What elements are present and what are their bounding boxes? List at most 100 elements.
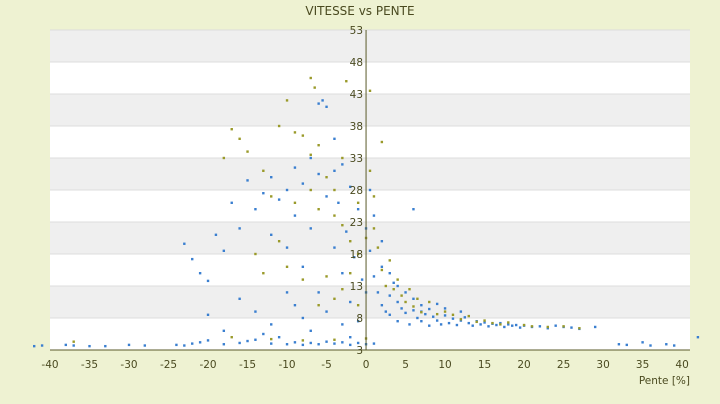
data-point [309, 156, 312, 160]
grid-band [50, 190, 690, 222]
x-tick-label: -30 [120, 359, 137, 371]
data-point [396, 320, 399, 323]
data-point [183, 344, 186, 347]
data-point [246, 339, 249, 343]
data-point [435, 312, 439, 316]
x-tick-label: -25 [160, 359, 177, 371]
data-point [459, 319, 463, 322]
data-point [372, 342, 376, 345]
data-point [368, 89, 372, 92]
data-point [293, 131, 297, 134]
data-point [424, 312, 427, 316]
data-point [499, 321, 502, 325]
data-point [72, 340, 75, 343]
x-tick-label: 15 [478, 359, 491, 371]
data-point [396, 284, 399, 288]
data-point [455, 323, 459, 327]
y-tick-label: 28 [350, 185, 363, 197]
data-point [262, 272, 265, 275]
data-point [530, 325, 534, 328]
data-point [392, 281, 395, 284]
data-point [349, 272, 352, 275]
data-point [143, 344, 147, 347]
data-point [345, 80, 348, 83]
y-tick-label: 38 [350, 121, 363, 133]
data-point [349, 185, 352, 188]
data-point [214, 233, 218, 236]
grid-band [50, 318, 690, 350]
data-point [404, 300, 407, 304]
data-point [270, 233, 273, 236]
data-point [191, 342, 194, 345]
data-point [40, 344, 44, 347]
data-point [293, 214, 297, 217]
plot-area [50, 30, 690, 350]
data-point [337, 201, 340, 204]
data-point [349, 336, 352, 339]
data-point [349, 300, 352, 304]
data-point [356, 208, 360, 211]
axes [50, 30, 690, 351]
data-point [518, 326, 522, 329]
grid-band [50, 126, 690, 158]
data-point [32, 344, 36, 348]
data-point [309, 188, 312, 192]
data-point [191, 257, 194, 261]
data-point [641, 341, 644, 344]
grid-band [50, 94, 690, 126]
data-point [491, 321, 494, 325]
data-point [376, 291, 380, 294]
data-point [341, 323, 344, 326]
data-point [617, 343, 621, 346]
data-point [309, 329, 312, 332]
data-point [420, 304, 423, 307]
data-point [443, 310, 447, 313]
x-tick-label: 25 [557, 359, 570, 371]
data-point [270, 342, 273, 345]
data-point [380, 240, 384, 243]
data-point [230, 128, 233, 131]
data-point [254, 310, 257, 313]
data-point [325, 310, 328, 313]
data-point [503, 325, 506, 329]
data-point [325, 105, 328, 108]
data-point [396, 278, 399, 281]
data-point [325, 275, 328, 278]
y-tick-label: 33 [350, 153, 363, 165]
data-point [317, 291, 320, 294]
data-point [459, 310, 463, 313]
data-point [333, 137, 336, 140]
chart-title: VITESSE vs PENTE [305, 4, 414, 18]
data-point [546, 325, 549, 329]
data-point [277, 336, 281, 339]
data-point [285, 188, 289, 192]
data-point [270, 337, 273, 341]
data-point [507, 323, 510, 326]
data-point [665, 343, 668, 346]
data-point [428, 324, 431, 327]
data-point [254, 338, 257, 341]
data-point [380, 265, 384, 268]
grid-band [50, 222, 690, 254]
data-point [388, 272, 391, 275]
data-point [368, 169, 372, 172]
x-tick-labels: -40 -35 -30 -25 -20 -15 -10 -5 0 5 10 15 20 25 30 35 40 [41, 359, 688, 371]
data-point [349, 343, 352, 347]
data-point [230, 336, 233, 339]
data-point [341, 224, 344, 227]
data-point [333, 342, 336, 345]
data-point [246, 150, 249, 153]
data-point [435, 302, 439, 306]
data-point [317, 102, 320, 105]
data-point [309, 153, 312, 156]
data-point [356, 201, 360, 204]
y-tick-label: 23 [350, 217, 363, 229]
data-point [408, 288, 411, 291]
data-point [672, 344, 676, 347]
data-point [321, 99, 324, 102]
data-point [376, 246, 380, 249]
data-point [293, 201, 297, 204]
data-point [246, 179, 249, 182]
